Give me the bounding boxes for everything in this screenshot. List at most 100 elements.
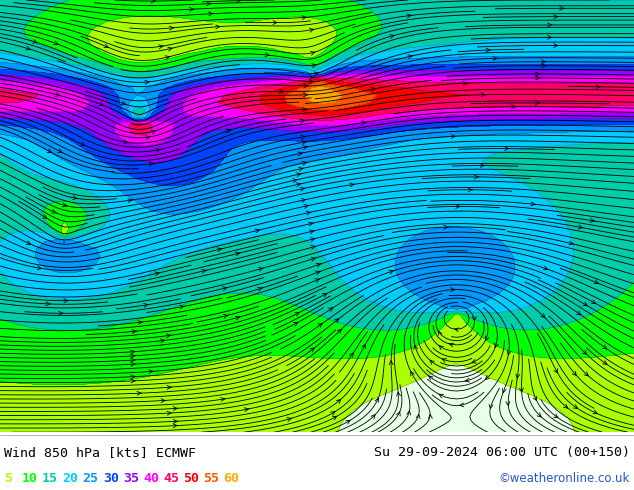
FancyArrowPatch shape (311, 245, 316, 249)
FancyArrowPatch shape (310, 348, 314, 352)
FancyArrowPatch shape (217, 248, 222, 252)
FancyArrowPatch shape (146, 136, 150, 140)
FancyArrowPatch shape (486, 375, 489, 379)
FancyArrowPatch shape (226, 129, 231, 133)
FancyArrowPatch shape (397, 412, 400, 416)
FancyArrowPatch shape (332, 416, 337, 420)
Text: 20: 20 (62, 472, 78, 485)
FancyArrowPatch shape (295, 313, 299, 316)
FancyArrowPatch shape (167, 386, 172, 390)
FancyArrowPatch shape (179, 305, 184, 309)
FancyArrowPatch shape (583, 350, 586, 354)
FancyArrowPatch shape (156, 148, 161, 152)
FancyArrowPatch shape (149, 162, 154, 166)
FancyArrowPatch shape (429, 415, 432, 418)
FancyArrowPatch shape (301, 119, 305, 123)
Text: 25: 25 (82, 472, 98, 485)
FancyArrowPatch shape (55, 93, 60, 97)
FancyArrowPatch shape (131, 354, 136, 358)
FancyArrowPatch shape (26, 46, 31, 50)
FancyArrowPatch shape (459, 403, 464, 407)
FancyArrowPatch shape (304, 204, 309, 208)
FancyArrowPatch shape (258, 268, 263, 271)
FancyArrowPatch shape (202, 270, 207, 273)
FancyArrowPatch shape (411, 371, 414, 376)
FancyArrowPatch shape (429, 376, 433, 380)
FancyArrowPatch shape (165, 56, 170, 59)
FancyArrowPatch shape (553, 414, 558, 418)
FancyArrowPatch shape (303, 93, 308, 97)
FancyArrowPatch shape (560, 6, 564, 10)
FancyArrowPatch shape (104, 44, 109, 48)
FancyArrowPatch shape (481, 93, 486, 97)
FancyArrowPatch shape (310, 75, 314, 79)
FancyArrowPatch shape (536, 72, 540, 76)
FancyArrowPatch shape (315, 279, 320, 282)
FancyArrowPatch shape (331, 412, 335, 416)
FancyArrowPatch shape (439, 345, 443, 349)
FancyArrowPatch shape (168, 47, 173, 51)
FancyArrowPatch shape (131, 363, 136, 366)
FancyArrowPatch shape (314, 72, 319, 75)
FancyArrowPatch shape (273, 21, 278, 24)
FancyArrowPatch shape (209, 12, 214, 16)
FancyArrowPatch shape (430, 360, 434, 365)
FancyArrowPatch shape (221, 397, 226, 401)
FancyArrowPatch shape (304, 84, 308, 88)
FancyArrowPatch shape (216, 25, 221, 29)
FancyArrowPatch shape (309, 80, 314, 84)
FancyArrowPatch shape (455, 328, 459, 332)
FancyArrowPatch shape (223, 315, 228, 318)
Text: 10: 10 (22, 472, 38, 485)
FancyArrowPatch shape (302, 161, 307, 165)
FancyArrowPatch shape (371, 88, 376, 91)
FancyArrowPatch shape (512, 105, 516, 109)
FancyArrowPatch shape (407, 14, 412, 18)
FancyArrowPatch shape (541, 60, 546, 64)
FancyArrowPatch shape (328, 308, 333, 312)
FancyArrowPatch shape (309, 222, 313, 226)
FancyArrowPatch shape (302, 108, 307, 111)
FancyArrowPatch shape (553, 15, 559, 19)
Text: 15: 15 (42, 472, 58, 485)
FancyArrowPatch shape (244, 408, 249, 412)
FancyArrowPatch shape (128, 198, 133, 202)
FancyArrowPatch shape (451, 288, 455, 292)
FancyArrowPatch shape (456, 204, 460, 208)
FancyArrowPatch shape (132, 330, 137, 334)
FancyArrowPatch shape (389, 270, 394, 274)
FancyArrowPatch shape (73, 196, 77, 200)
FancyArrowPatch shape (37, 266, 42, 270)
FancyArrowPatch shape (293, 179, 297, 182)
FancyArrowPatch shape (543, 266, 548, 270)
FancyArrowPatch shape (396, 392, 401, 396)
FancyArrowPatch shape (596, 85, 600, 89)
FancyArrowPatch shape (573, 405, 578, 409)
FancyArrowPatch shape (463, 81, 468, 85)
FancyArrowPatch shape (507, 351, 511, 355)
FancyArrowPatch shape (548, 35, 552, 39)
FancyArrowPatch shape (390, 35, 395, 38)
FancyArrowPatch shape (302, 141, 307, 145)
FancyArrowPatch shape (137, 392, 141, 395)
FancyArrowPatch shape (155, 272, 160, 276)
FancyArrowPatch shape (149, 369, 153, 373)
Text: Su 29-09-2024 06:00 UTC (00+150): Su 29-09-2024 06:00 UTC (00+150) (374, 446, 630, 459)
FancyArrowPatch shape (472, 360, 476, 363)
FancyArrowPatch shape (144, 303, 148, 307)
FancyArrowPatch shape (54, 41, 59, 45)
FancyArrowPatch shape (417, 415, 420, 418)
FancyArrowPatch shape (223, 287, 228, 291)
FancyArrowPatch shape (593, 410, 597, 414)
FancyArrowPatch shape (493, 56, 498, 60)
FancyArrowPatch shape (207, 2, 211, 6)
FancyArrowPatch shape (564, 404, 568, 408)
FancyArrowPatch shape (166, 334, 171, 338)
FancyArrowPatch shape (533, 396, 536, 401)
FancyArrowPatch shape (302, 16, 307, 20)
FancyArrowPatch shape (486, 48, 491, 52)
FancyArrowPatch shape (59, 311, 63, 315)
FancyArrowPatch shape (451, 135, 456, 139)
FancyArrowPatch shape (519, 388, 523, 392)
FancyArrowPatch shape (318, 323, 322, 327)
